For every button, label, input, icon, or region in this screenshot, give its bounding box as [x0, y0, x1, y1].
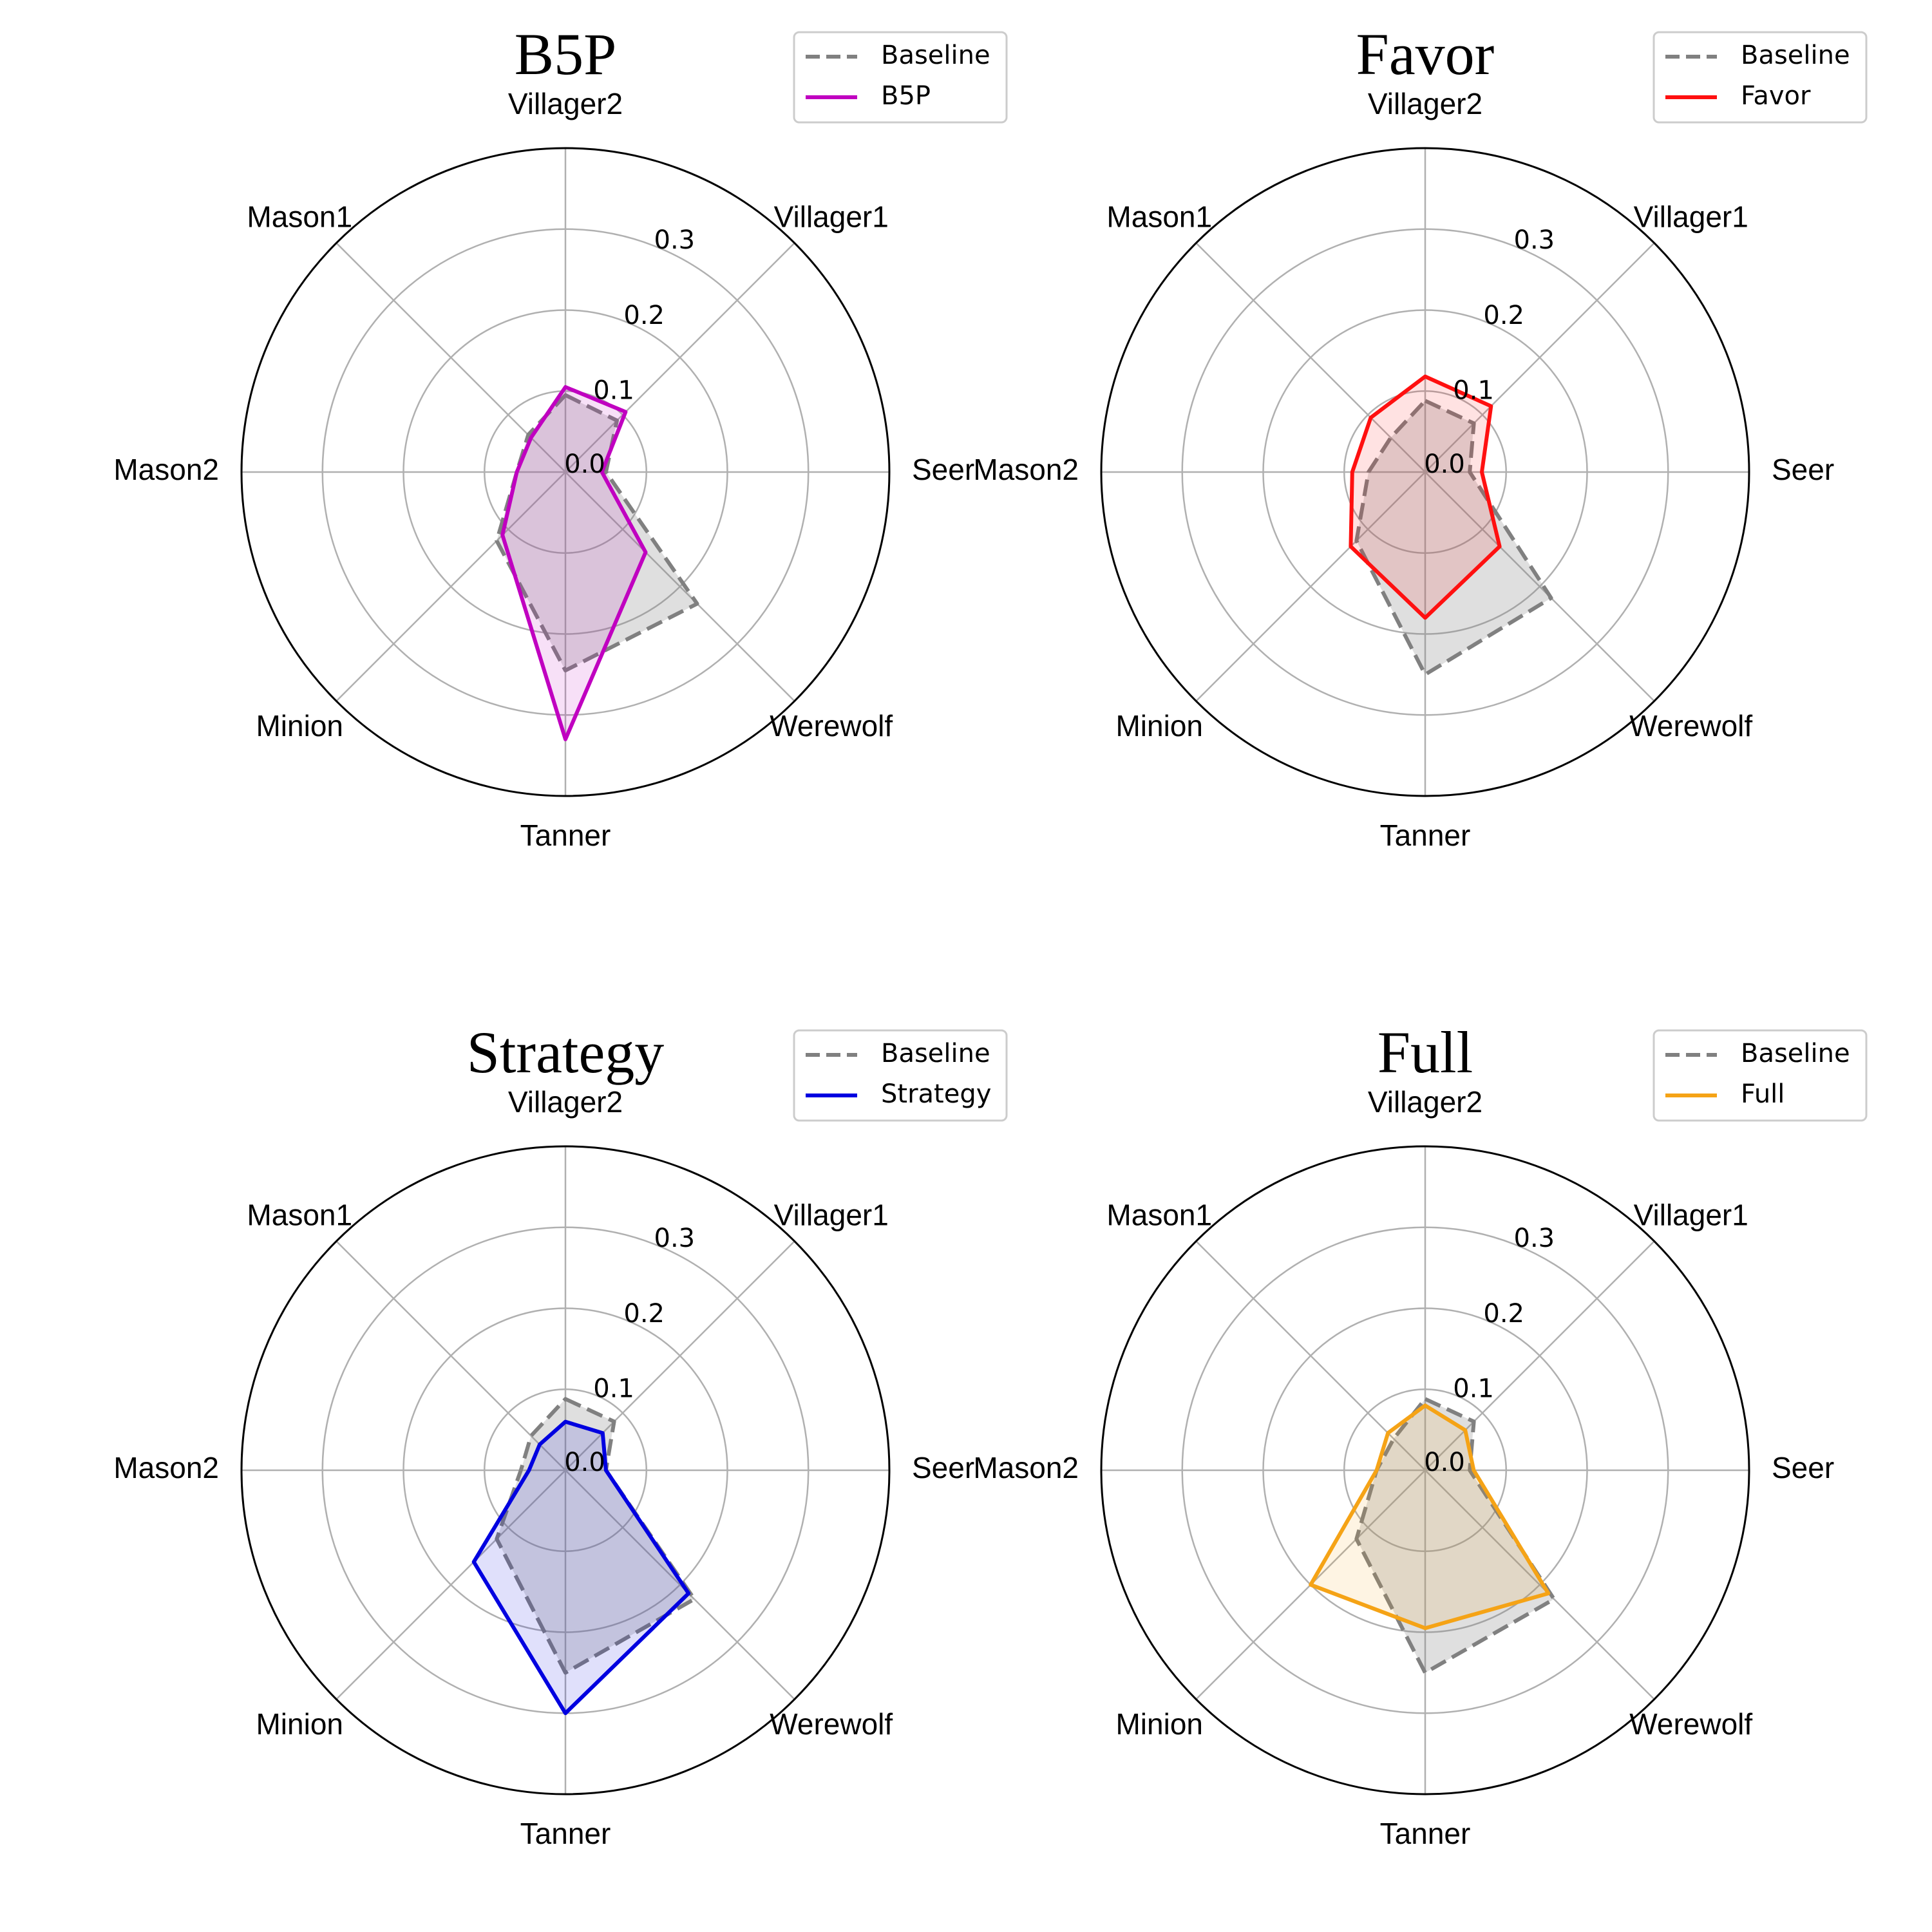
spoke-minion [1195, 471, 1426, 702]
spoke-werewolf [565, 471, 795, 702]
axis-label-mason2: Mason2 [973, 1451, 1079, 1484]
spoke-werewolf [1425, 471, 1655, 702]
legend-label-baseline: Baseline [881, 41, 990, 70]
tick-label-1: 0.1 [593, 1374, 634, 1403]
axis-label-villager1: Villager1 [1634, 200, 1748, 233]
series-baseline [1354, 399, 1553, 677]
radar-panel-strategy: 0.0 0.1 0.2 0.3 Villager2 Villager1 Seer Werewo… [113, 1019, 1008, 1850]
axis-label-mason1: Mason1 [1106, 200, 1212, 233]
series-baseline [495, 1397, 697, 1675]
legend-label-favor: Favor [1741, 81, 1811, 111]
axis-label-tanner: Tanner [520, 819, 611, 852]
legend: Baseline B5P [793, 31, 1008, 124]
tick-label-2: 0.2 [623, 301, 665, 330]
legend-label-strategy: Strategy [881, 1079, 991, 1109]
axis-label-villager1: Villager1 [1634, 1198, 1748, 1231]
radar-panel-favor: 0.0 0.1 0.2 0.3 Villager2 Villager1 Seer Werewo… [973, 21, 1868, 852]
axis-label-seer: Seer [912, 1451, 974, 1484]
axis-label-mason2: Mason2 [973, 453, 1079, 486]
spoke-werewolf [565, 1470, 795, 1700]
chart-title: B5P [515, 21, 617, 87]
axis-label-minion: Minion [256, 1707, 343, 1741]
axis-label-villager2: Villager2 [508, 87, 623, 120]
axis-label-villager2: Villager2 [1368, 1085, 1482, 1119]
tick-label-0: 0.0 [1424, 450, 1465, 479]
tick-label-0: 0.0 [564, 1448, 605, 1477]
tick-label-1: 0.1 [593, 375, 634, 405]
tick-label-1: 0.1 [1453, 375, 1494, 405]
tick-label-3: 0.3 [1514, 1224, 1555, 1253]
spoke-villager1 [1425, 1240, 1655, 1471]
axis-label-minion: Minion [1115, 1707, 1203, 1741]
spoke-minion [336, 1470, 566, 1700]
tick-label-2: 0.2 [1483, 301, 1524, 330]
outer-frame [1100, 147, 1750, 797]
legend: Baseline Favor [1653, 31, 1868, 124]
axis-label-mason2: Mason2 [113, 453, 219, 486]
axis-label-minion: Minion [256, 709, 343, 743]
axis-label-villager2: Villager2 [1368, 87, 1482, 120]
series-favor [1349, 374, 1502, 620]
axis-label-villager1: Villager1 [774, 1198, 889, 1231]
tick-label-3: 0.3 [1514, 225, 1555, 255]
axis-label-tanner: Tanner [520, 1817, 611, 1850]
axis-label-seer: Seer [912, 453, 974, 486]
series-b5p [500, 385, 648, 741]
axis-label-villager2: Villager2 [508, 1085, 623, 1119]
series-baseline [495, 393, 699, 673]
series-full [1309, 1403, 1551, 1631]
axis-label-mason1: Mason1 [247, 200, 352, 233]
outer-frame [1100, 1145, 1750, 1795]
tick-label-3: 0.3 [654, 1224, 696, 1253]
legend-label-b5p: B5P [881, 81, 931, 111]
axis-label-werewolf: Werewolf [1629, 1707, 1752, 1741]
chart-title: Favor [1356, 21, 1495, 87]
legend-label-full: Full [1741, 1079, 1785, 1109]
axis-label-seer: Seer [1772, 453, 1834, 486]
series-strategy [471, 1419, 691, 1716]
radar-panel-b5p: 0.0 0.1 0.2 0.3 Villager2 Villager1 Seer Werewo… [113, 21, 1008, 852]
axis-label-werewolf: Werewolf [770, 1707, 893, 1741]
spoke-minion [336, 471, 566, 702]
axis-label-seer: Seer [1772, 1451, 1834, 1484]
outer-frame [240, 1145, 891, 1795]
axis-label-mason1: Mason1 [1106, 1198, 1212, 1231]
tick-label-1: 0.1 [1453, 1374, 1494, 1403]
axis-label-minion: Minion [1115, 709, 1203, 743]
axis-label-werewolf: Werewolf [770, 709, 893, 743]
spoke-villager1 [1425, 242, 1655, 473]
legend: Baseline Strategy [793, 1029, 1008, 1122]
spoke-mason1 [1195, 242, 1426, 473]
spoke-mason1 [336, 1240, 566, 1471]
axis-label-werewolf: Werewolf [1629, 709, 1752, 743]
tick-label-3: 0.3 [654, 225, 696, 255]
axis-label-villager1: Villager1 [774, 200, 889, 233]
spoke-werewolf [1425, 1470, 1655, 1700]
chart-title: Strategy [467, 1019, 665, 1085]
axis-label-tanner: Tanner [1380, 819, 1471, 852]
tick-label-2: 0.2 [1483, 1299, 1524, 1329]
legend-label-baseline: Baseline [1741, 41, 1850, 70]
radar-panel-full: 0.0 0.1 0.2 0.3 Villager2 Villager1 Seer Werewo… [973, 1019, 1868, 1850]
legend-label-baseline: Baseline [1741, 1039, 1850, 1068]
chart-title: Full [1378, 1019, 1473, 1085]
legend-label-baseline: Baseline [881, 1039, 990, 1068]
tick-label-0: 0.0 [1424, 1448, 1465, 1477]
axis-label-mason2: Mason2 [113, 1451, 219, 1484]
axis-label-mason1: Mason1 [247, 1198, 352, 1231]
tick-label-2: 0.2 [623, 1299, 665, 1329]
axis-label-tanner: Tanner [1380, 1817, 1471, 1850]
tick-label-0: 0.0 [564, 450, 605, 479]
legend: Baseline Full [1653, 1029, 1868, 1122]
outer-frame [240, 147, 891, 797]
spoke-villager1 [565, 242, 795, 473]
